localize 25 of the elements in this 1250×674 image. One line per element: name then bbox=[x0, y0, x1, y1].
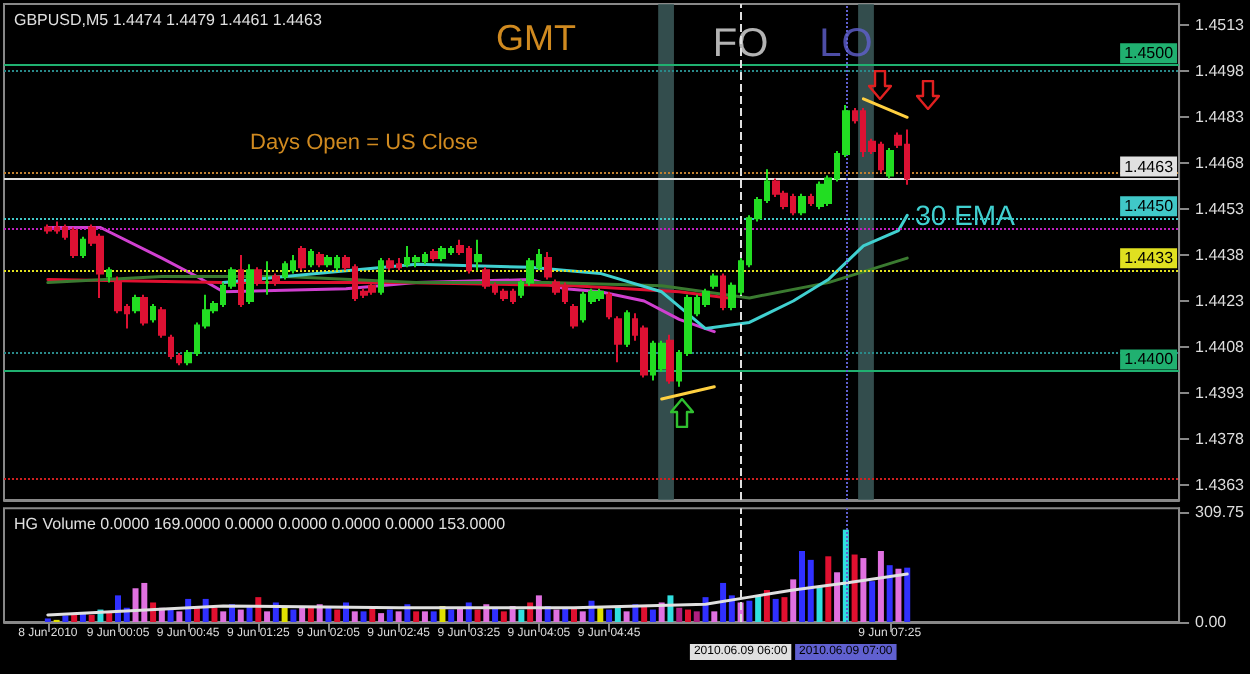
y-tick-label: 1.4513 bbox=[1195, 16, 1246, 35]
y-tick-label: 1.4498 bbox=[1195, 62, 1246, 81]
annotation: GMT bbox=[496, 18, 576, 58]
ref-line-label: 1.4400 bbox=[1124, 350, 1175, 369]
series-label: 30 EMA bbox=[915, 199, 1017, 232]
ref-line-label: 1.4450 bbox=[1124, 197, 1175, 216]
annotation: Days Open = US Close bbox=[250, 131, 479, 155]
ref-line-label: 1.4463 bbox=[1124, 157, 1175, 176]
ref-line-label: 1.4433 bbox=[1124, 249, 1175, 268]
ref-line-label: FO bbox=[712, 22, 769, 66]
ref-line-label: LO bbox=[819, 22, 873, 66]
ref-line-label: 1.4500 bbox=[1124, 44, 1175, 63]
y-tick-label: 1.4423 bbox=[1195, 291, 1246, 310]
y-tick-label: 1.4453 bbox=[1195, 200, 1246, 219]
y-tick-label: 309.75 bbox=[1195, 503, 1246, 521]
y-tick-label: 1.4408 bbox=[1195, 337, 1246, 356]
y-tick-label: 1.4438 bbox=[1195, 246, 1246, 265]
y-tick-label: 1.4393 bbox=[1195, 383, 1246, 402]
chart-title: HG Volume 0.0000 169.0000 0.0000 0.0000 0.0000 0.0000 153.0000 bbox=[14, 515, 507, 533]
text: GBPUSD,M5 1.4474 1.4479 1.4461 1.4463 bbox=[14, 11, 323, 29]
y-tick-label: 1.4363 bbox=[1195, 475, 1246, 494]
y-tick-label: 0.00 bbox=[1195, 613, 1228, 631]
y-tick-label: 1.4378 bbox=[1195, 429, 1246, 448]
y-tick-label: 1.4468 bbox=[1195, 154, 1246, 173]
y-tick-label: 1.4483 bbox=[1195, 108, 1246, 127]
